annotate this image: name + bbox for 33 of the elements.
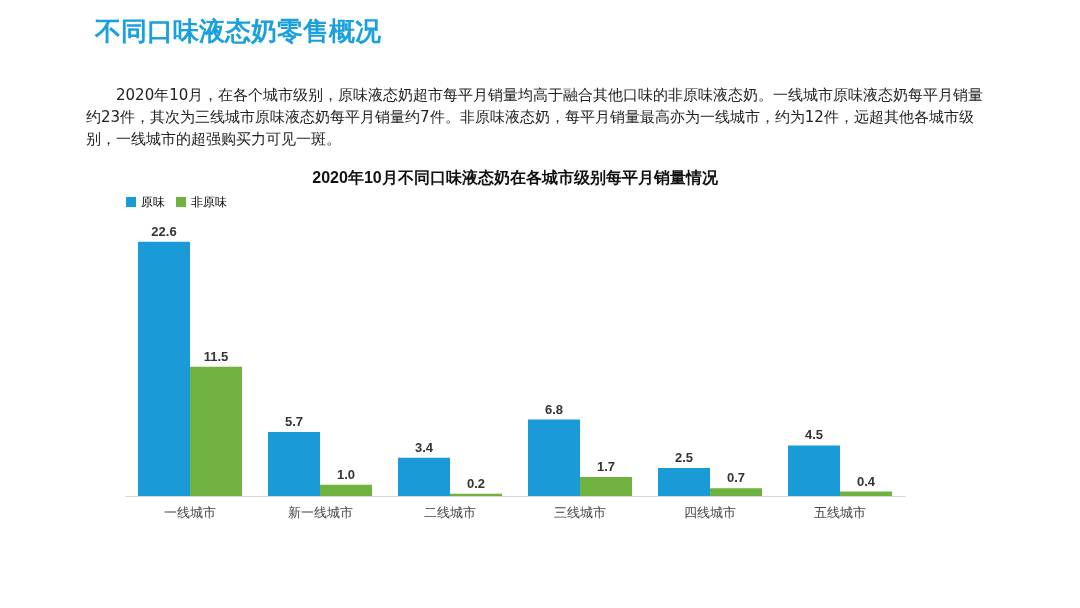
x-tick-label: 二线城市 — [424, 504, 476, 520]
data-label: 3.4 — [414, 439, 434, 455]
x-tick-label: 三线城市 — [554, 504, 606, 520]
bar — [398, 457, 450, 496]
chart-subtitle: 2020年10月，在各个城市级别，原味液态奶超市每平月销量均高于融合其他口味的非原味液态奶。一线城市原味液态奶每平月销量约23件，其次为三线城市原味液态奶每平月销量约7件。非原味液态奶，每平月销量最高亦为一线城市，约为12件，远超其他各城市级别，一线城市的超强购买力可见一斑。 — [86, 85, 985, 150]
data-label: 5.7 — [284, 413, 304, 429]
data-label: 1.0 — [336, 466, 356, 482]
data-label: 11.5 — [203, 348, 229, 364]
bar — [190, 366, 242, 496]
x-tick-label: 五线城市 — [814, 504, 866, 520]
legend-label: 非原味 — [191, 195, 227, 209]
chart-title: 2020年10月不同口味液态奶在各城市级别每平月销量情况 — [312, 169, 719, 186]
data-label: 22.6 — [151, 223, 177, 239]
data-label: 2.5 — [674, 449, 694, 465]
bar — [320, 484, 372, 496]
x-tick-label: 一线城市 — [164, 504, 216, 520]
x-tick-label: 四线城市 — [684, 504, 736, 520]
bar — [658, 467, 710, 496]
x-tick-label: 新一线城市 — [287, 504, 353, 520]
bar — [528, 419, 580, 496]
bar — [710, 488, 762, 496]
data-label: 0.7 — [726, 470, 746, 486]
data-label: 0.4 — [856, 473, 876, 489]
text: 不同口味液态奶零售概况 — [95, 15, 381, 48]
bar — [788, 445, 840, 496]
bar — [268, 431, 320, 496]
data-label: 0.2 — [466, 475, 486, 491]
data-label: 6.8 — [544, 401, 564, 417]
data-label: 4.5 — [804, 427, 824, 443]
legend-label: 原味 — [141, 195, 165, 209]
data-label: 1.7 — [596, 458, 616, 474]
bar — [580, 476, 632, 496]
bar — [138, 241, 190, 496]
